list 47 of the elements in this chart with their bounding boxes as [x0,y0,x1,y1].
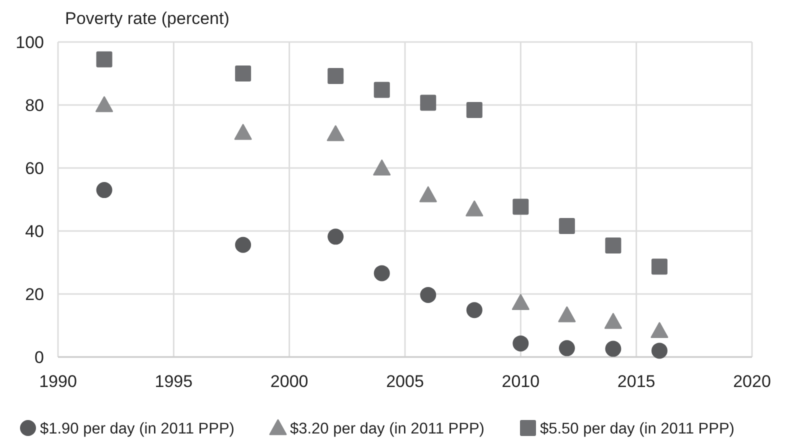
point [604,312,622,329]
point [558,340,575,356]
y-tick-label: 80 [25,96,44,115]
point [512,294,530,310]
x-tick-label: 2005 [386,372,424,391]
x-tick-label: 2015 [617,372,656,391]
legend-label: $1.90 per day (in 2011 PPP) [40,420,234,438]
y-tick-label: 20 [25,284,44,304]
point [558,218,575,234]
point [420,286,436,303]
legend-label: $5.50 per day (in 2011 PPP) [540,420,734,438]
point [558,306,576,322]
point [328,228,344,245]
point [466,102,482,118]
point [326,125,344,142]
y-axis-title: Poverty rate (percent) [65,9,230,28]
point [328,68,344,84]
point [651,342,668,359]
y-tick-label: 0 [34,348,44,367]
point [234,124,252,140]
point [651,258,668,275]
point [605,237,622,254]
legend-label: $3.20 per day (in 2011 PPP) [290,420,484,438]
x-tick-label: 1990 [39,372,77,391]
point [650,322,668,338]
y-tick-label: 60 [25,158,44,178]
point [96,182,112,198]
y-tick-label: 100 [16,32,44,52]
x-tick-label: 2020 [733,372,771,391]
x-tick-label: 2010 [502,372,540,391]
x-tick-label: 1995 [154,372,193,391]
point [605,340,622,357]
point [466,200,484,216]
y-tick-label: 40 [25,222,44,241]
point [374,265,390,282]
point [235,66,252,82]
point [374,82,390,98]
point [235,236,252,253]
point [466,302,482,318]
point [512,335,529,352]
x-tick-label: 2000 [270,372,308,391]
point [419,186,437,202]
point [420,94,436,111]
point [96,51,112,68]
point [96,96,114,112]
point [512,198,529,215]
point [373,160,391,176]
